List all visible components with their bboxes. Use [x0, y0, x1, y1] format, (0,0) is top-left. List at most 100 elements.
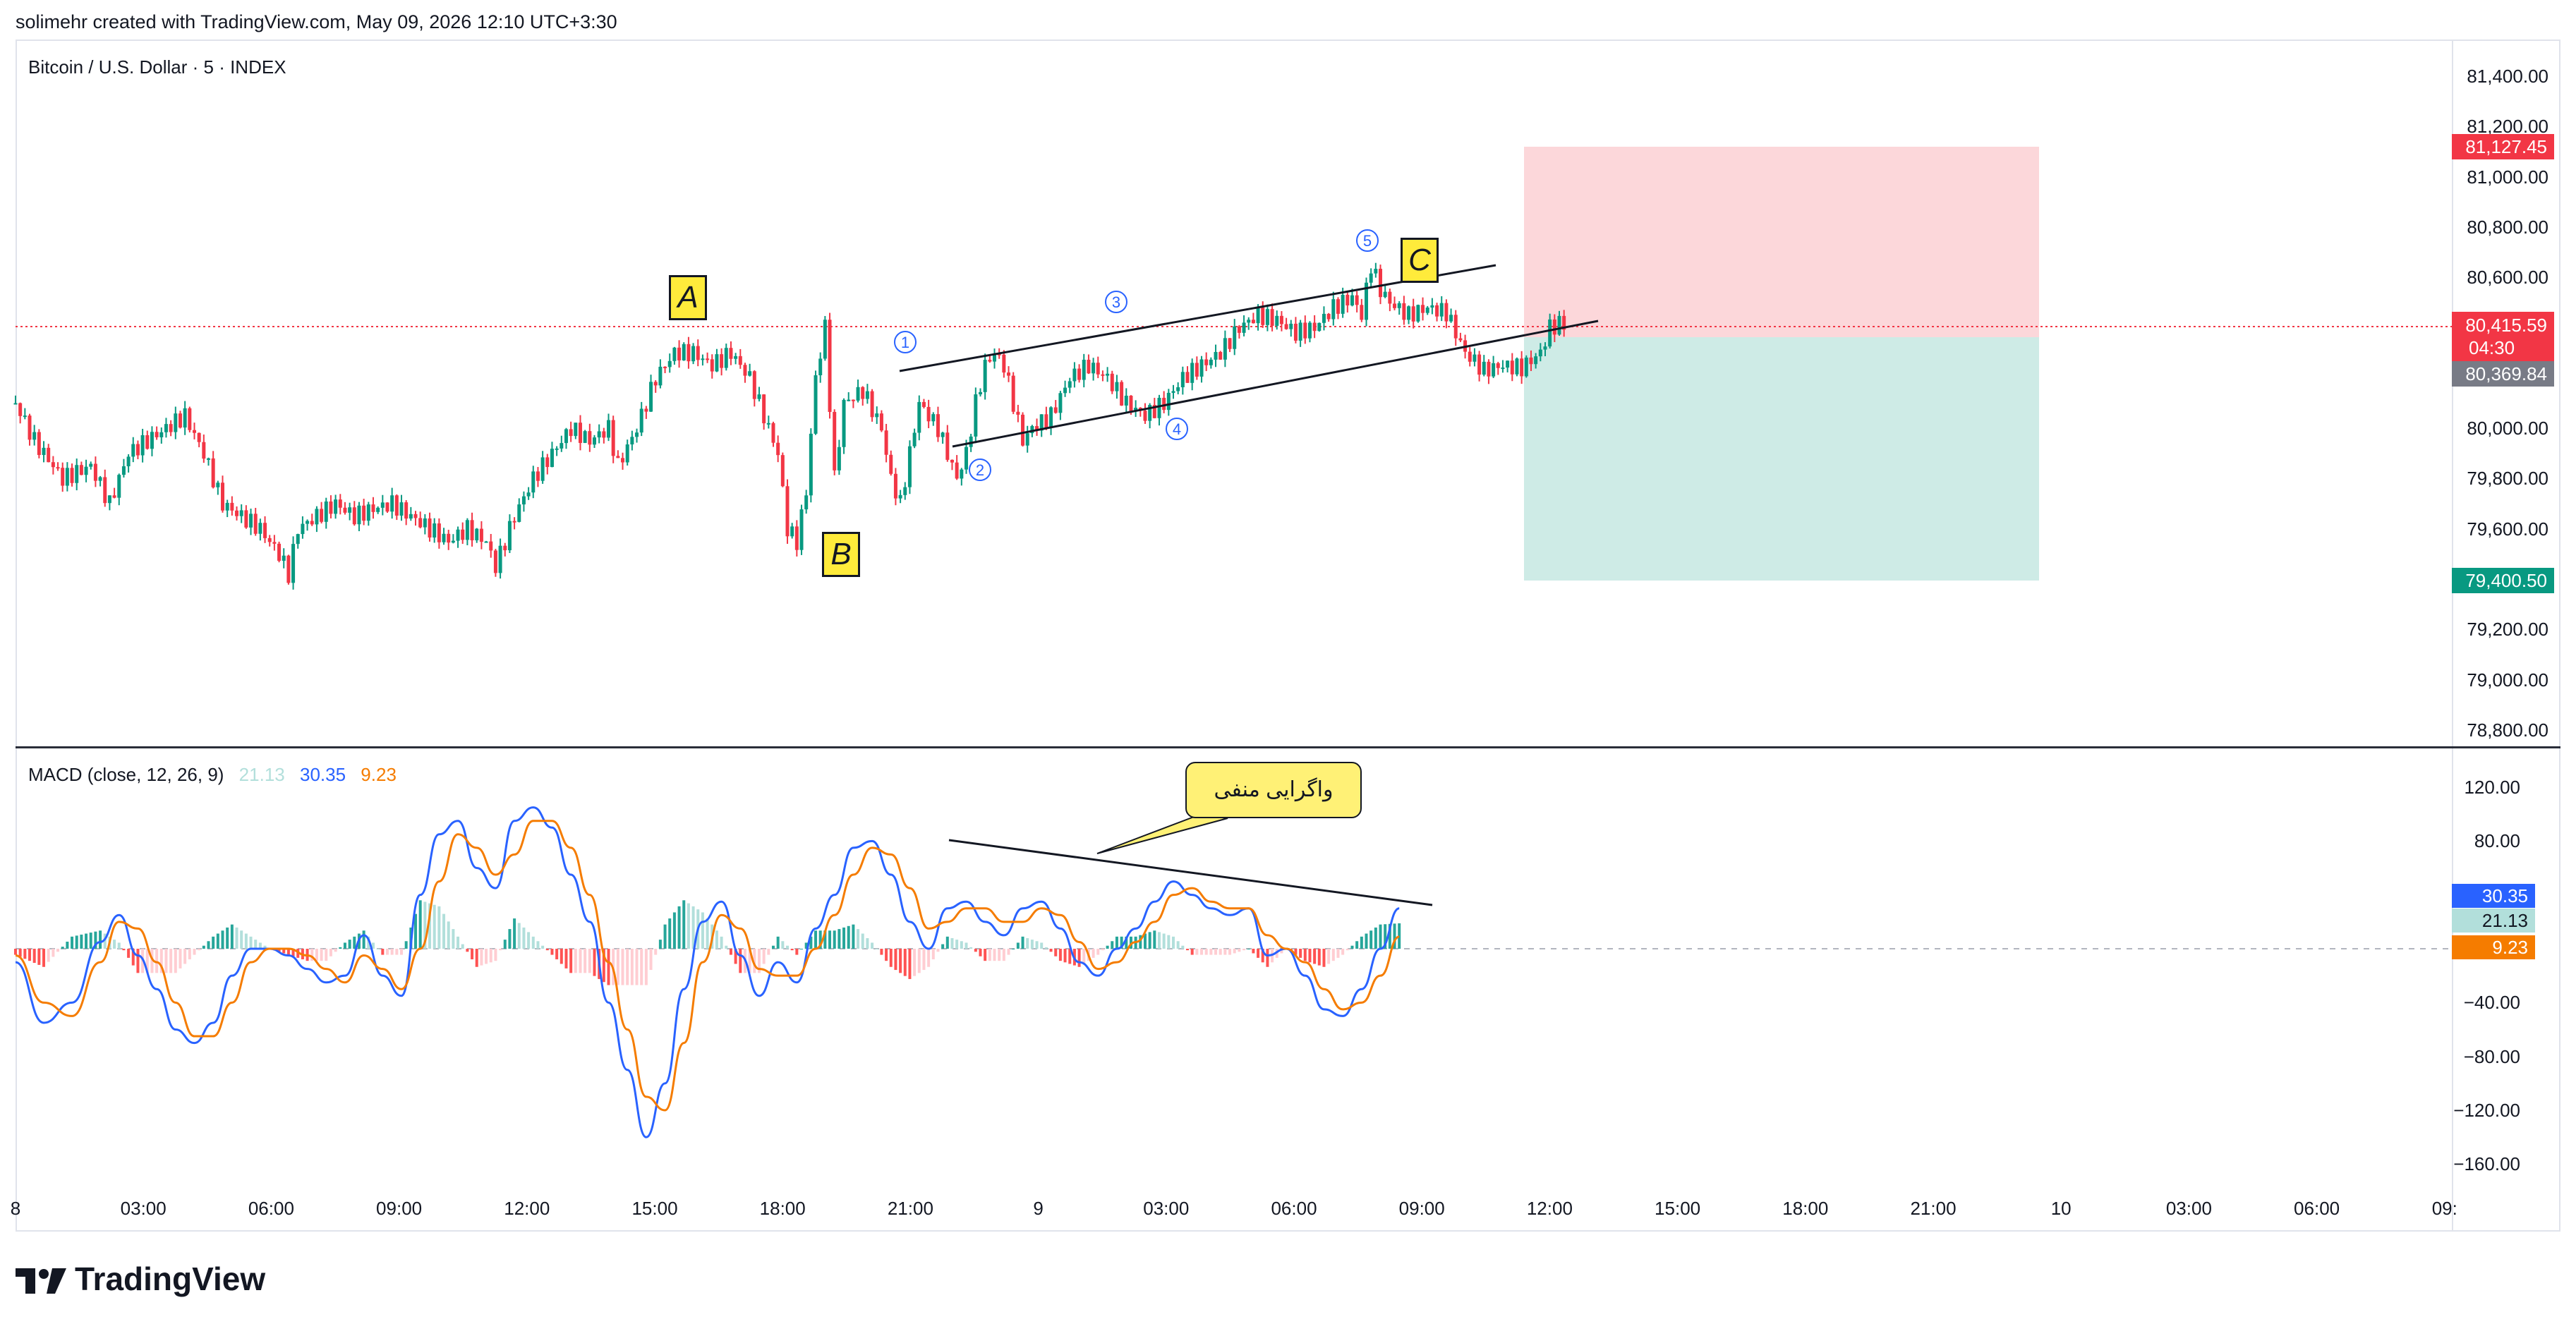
subwave-1[interactable]: 1 [894, 331, 917, 353]
macd-histogram-bar [1172, 936, 1175, 949]
candle-body [1520, 358, 1524, 377]
candle-body [964, 447, 968, 470]
channel-upper-trendline[interactable] [899, 264, 1496, 372]
macd-histogram-bar [353, 936, 356, 949]
candle-body [799, 509, 804, 550]
macd-legend-signal: 9.23 [361, 764, 397, 785]
time-tick-label: 09:00 [376, 1198, 423, 1219]
take-profit-zone[interactable] [1524, 337, 2039, 581]
macd-histogram-bar [814, 930, 818, 949]
candle-body [465, 520, 469, 540]
candle-body [418, 518, 423, 528]
candle-body [1411, 306, 1415, 322]
macd-histogram-bar [1393, 923, 1396, 949]
candle-body [135, 444, 140, 456]
candle-body [230, 502, 234, 511]
macd-histogram-bar [136, 949, 140, 973]
macd-histogram-bar [569, 949, 573, 973]
candle-body [37, 432, 41, 456]
candle-body [211, 458, 215, 487]
divergence-trendline[interactable] [948, 839, 1433, 906]
candle-body [912, 432, 917, 447]
subwave-2[interactable]: 2 [969, 458, 991, 481]
candle-body [889, 454, 893, 474]
macd-histogram-bar [339, 947, 342, 949]
macd-histogram-bar [1374, 927, 1377, 949]
macd-histogram-bar [28, 949, 32, 961]
macd-histogram-bar [254, 940, 258, 949]
candle-body [475, 528, 479, 540]
macd-histogram-bar [503, 940, 507, 949]
candle-body [1468, 351, 1472, 362]
candle-body [569, 429, 573, 437]
candle-body [921, 401, 926, 407]
candle-body [536, 471, 540, 481]
macd-histogram-bar [607, 949, 610, 985]
time-tick-label: 12:00 [504, 1198, 550, 1219]
symbol-title[interactable]: Bitcoin / U.S. Dollar · 5 · INDEX [28, 56, 286, 78]
candle-body [1317, 322, 1322, 332]
wave-label-a[interactable]: A [669, 275, 707, 320]
candle-body [1002, 354, 1006, 373]
macd-histogram-bar [588, 949, 591, 973]
macd-histogram-bar [80, 934, 83, 949]
candle-body [1421, 305, 1425, 313]
candle-body [1430, 305, 1434, 308]
candle-body [1510, 360, 1514, 375]
candle-body [65, 468, 69, 486]
macd-histogram-bar [550, 949, 554, 955]
macd-histogram-bar [725, 945, 728, 949]
candle-body [1134, 408, 1138, 411]
macd-line [15, 806, 1400, 1138]
macd-tick-label: 80.00 [2474, 830, 2520, 852]
candle-body [1011, 375, 1015, 412]
candle-body [583, 431, 587, 443]
macd-legend[interactable]: MACD (close, 12, 26, 9) 21.13 30.35 9.23 [28, 764, 406, 786]
subwave-3[interactable]: 3 [1105, 291, 1127, 313]
macd-histogram-bar [395, 949, 399, 955]
candle-body [597, 431, 601, 438]
candle-body [18, 403, 23, 416]
pane-separator[interactable] [16, 746, 2560, 748]
candle-body [979, 391, 982, 395]
candle-body [461, 529, 465, 540]
candle-body [362, 505, 366, 521]
divergence-callout[interactable]: واگرایی منفی [1185, 762, 1362, 818]
candle-body [526, 492, 531, 497]
macd-histogram-bar [258, 942, 262, 949]
candle-body [1506, 360, 1510, 368]
macd-histogram-bar [677, 906, 681, 949]
candle-body [447, 533, 451, 543]
macd-histogram-bar [668, 918, 672, 949]
macd-histogram-bar [917, 949, 921, 973]
macd-histogram-bar [786, 945, 789, 949]
macd-histogram-bar [400, 949, 403, 955]
wave-label-c[interactable]: C [1401, 238, 1439, 283]
candle-body [329, 501, 333, 514]
macd-histogram-bar [602, 949, 605, 983]
candle-body [1383, 291, 1387, 298]
macd-histogram-bar [753, 949, 756, 973]
macd-histogram-bar [1049, 949, 1053, 952]
candle-body [32, 432, 37, 440]
macd-histogram-bar [1148, 932, 1151, 949]
hist-value-tag: 21.13 [2452, 909, 2535, 933]
subwave-5[interactable]: 5 [1356, 229, 1379, 252]
tradingview-logo[interactable]: TradingView [16, 1260, 265, 1298]
candle-body [1402, 303, 1406, 320]
macd-histogram-bar [757, 949, 761, 973]
wave-label-b[interactable]: B [822, 532, 860, 577]
channel-lower-trendline[interactable] [952, 320, 1599, 448]
subwave-4[interactable]: 4 [1166, 418, 1188, 440]
macd-histogram-bar [263, 945, 267, 949]
time-tick-label: 15:00 [1655, 1198, 1701, 1219]
macd-histogram-bar [71, 936, 74, 949]
macd-histogram-bar [931, 949, 935, 960]
stop-loss-zone[interactable] [1524, 147, 2039, 337]
candle-body [1482, 361, 1486, 375]
candle-body [1087, 360, 1091, 374]
price-tick-label: 80,800.00 [2467, 216, 2548, 238]
candle-body [639, 408, 643, 433]
macd-histogram-bar [857, 929, 860, 949]
